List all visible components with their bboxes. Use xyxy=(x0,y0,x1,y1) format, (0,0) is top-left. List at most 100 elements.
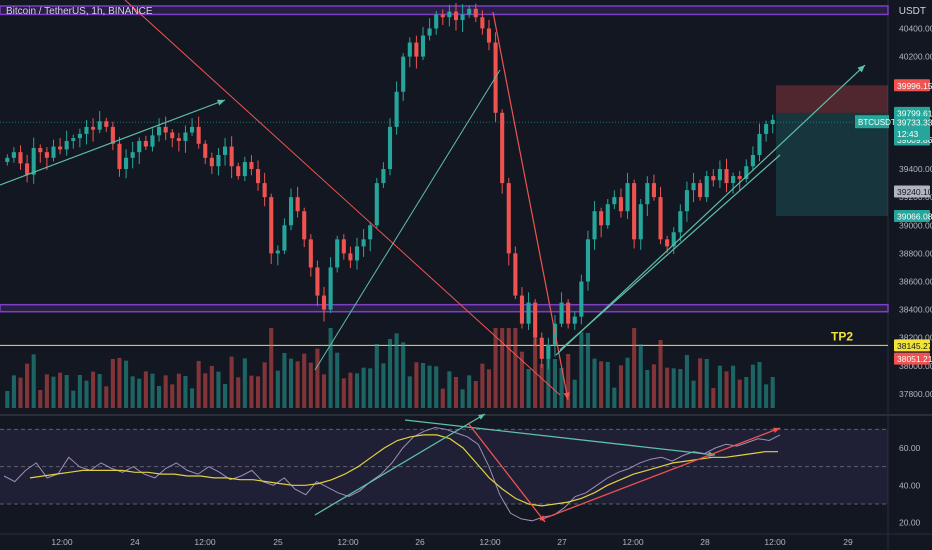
candle-body xyxy=(368,225,373,240)
candle-body xyxy=(374,183,379,226)
candle-body xyxy=(764,124,769,134)
volume-bar xyxy=(302,353,307,408)
candle-body xyxy=(691,183,696,191)
candle-body xyxy=(190,126,195,133)
volume-bar xyxy=(684,355,689,408)
volume-bar xyxy=(599,361,604,408)
candle-body xyxy=(460,14,465,21)
volume-bar xyxy=(97,374,102,408)
candle-body xyxy=(684,190,689,212)
volume-bar xyxy=(249,375,254,408)
price-tick-label: 39400.00 xyxy=(899,164,932,174)
candle-body xyxy=(750,154,755,167)
candle-body xyxy=(295,197,300,212)
volume-bar xyxy=(447,371,452,408)
candle-body xyxy=(579,281,584,317)
candle-body xyxy=(328,267,333,310)
candle-body xyxy=(183,132,188,141)
volume-bar xyxy=(341,378,346,408)
price-tick-label: 37800.00 xyxy=(899,389,932,399)
volume-bar xyxy=(513,328,518,408)
symbol-tag-label: BTCUSDT xyxy=(858,118,896,127)
volume-bar xyxy=(394,333,399,408)
candle-body xyxy=(348,253,353,261)
candle-body xyxy=(453,11,459,21)
volume-bar xyxy=(203,373,208,408)
candle-body xyxy=(170,132,175,139)
price-tag-label: 38051.21 xyxy=(897,354,932,364)
volume-bar xyxy=(130,376,135,408)
candle-body xyxy=(44,152,49,158)
candle-body xyxy=(150,135,155,147)
candle-body xyxy=(658,197,663,240)
volume-bar xyxy=(427,365,432,408)
volume-bar xyxy=(645,370,650,408)
candle-body xyxy=(612,197,617,205)
volume-bar xyxy=(31,354,36,408)
volume-bar xyxy=(216,371,221,408)
volume-bar xyxy=(559,368,564,408)
candle-body xyxy=(757,133,762,155)
candle-body xyxy=(269,197,274,254)
volume-bar xyxy=(124,360,129,408)
support-trendline xyxy=(559,154,781,351)
volume-bar xyxy=(579,332,584,408)
volume-bar xyxy=(236,377,241,408)
volume-bar xyxy=(308,362,313,408)
candle-body xyxy=(572,316,577,324)
price-tag-box xyxy=(894,106,930,119)
candle-body xyxy=(25,163,30,175)
candle-body xyxy=(203,143,208,158)
price-tick-label: 38800.00 xyxy=(899,248,932,258)
candle-body xyxy=(124,157,129,170)
candle-body xyxy=(599,211,604,226)
drop-arrow-head xyxy=(563,392,570,400)
current-price-label: 39733.33 xyxy=(897,118,932,128)
candle-body xyxy=(387,126,393,170)
volume-bar xyxy=(321,374,327,408)
volume-bar xyxy=(552,359,558,408)
rsi-rise-arrow xyxy=(539,427,781,521)
candle-body xyxy=(282,225,287,251)
price-tag-label: 39066.08 xyxy=(897,211,932,221)
time-tick-label: 12:00 xyxy=(479,537,501,547)
candle-body xyxy=(500,112,505,184)
price-tag-box xyxy=(894,352,930,365)
volume-bar xyxy=(625,357,630,408)
volume-bar xyxy=(58,372,63,408)
candle-body xyxy=(5,157,10,163)
candle-body xyxy=(117,143,122,170)
volume-bar xyxy=(381,363,386,408)
volume-bar xyxy=(724,371,729,408)
volume-bar xyxy=(209,366,214,408)
time-tick-label: 12:00 xyxy=(51,537,73,547)
candle-body xyxy=(97,121,102,130)
candle-body xyxy=(427,28,432,36)
candle-body xyxy=(236,166,241,177)
candle-body xyxy=(157,126,162,136)
candle-body xyxy=(585,239,590,282)
price-tick-label: 38600.00 xyxy=(899,276,932,286)
volume-bar xyxy=(51,376,56,408)
volume-bar xyxy=(539,364,544,408)
volume-bar xyxy=(44,374,49,408)
volume-bar xyxy=(737,379,742,408)
candle-body xyxy=(618,197,623,212)
candle-body xyxy=(196,126,201,144)
candle-body xyxy=(38,147,43,153)
volume-bar xyxy=(691,380,696,408)
support-zone xyxy=(0,303,889,313)
candle-body xyxy=(737,176,742,179)
price-tag-label: 39996.15 xyxy=(897,81,932,91)
volume-bar xyxy=(407,376,412,408)
candle-body xyxy=(447,11,452,18)
volume-bar xyxy=(269,328,274,408)
volume-bar xyxy=(110,359,115,408)
volume-bar xyxy=(176,373,181,408)
time-tick-label: 12:00 xyxy=(337,537,359,547)
volume-bar xyxy=(493,328,498,408)
candle-body xyxy=(58,146,63,150)
rsi-rise-arrow-head xyxy=(773,427,780,433)
candle-body xyxy=(381,169,386,184)
